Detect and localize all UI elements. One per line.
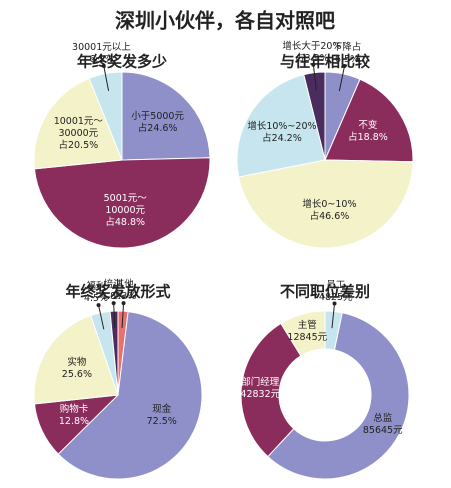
value-label: 占18.8% [348,132,388,144]
slice-label: 增长大于20% 占3.9% [282,41,341,65]
category-label: 主管 [297,320,317,332]
slice [280,310,326,357]
slice [267,312,410,480]
slice-label: 增长10%~20% 占24.2% [247,121,316,145]
slice-label: 现金 72.5% [147,404,177,428]
chart-title: 与往年相比较 [280,53,370,71]
value-label: 72.5% [146,416,177,428]
value-label: 占24.2% [262,132,302,144]
slice [121,71,211,161]
slice [238,159,414,249]
category-label: 其他 [114,279,134,291]
value-label: 12.8% [58,415,90,427]
chart-title: 年终奖发多少 [77,53,167,71]
leader-line [338,65,346,92]
category-label: 10001元～30000元 [53,115,103,139]
chart-title: 年终奖发放形式 [65,283,170,301]
value-label: 占3.9% [295,52,329,64]
leader-dot [342,64,347,69]
value-label: 占24.6% [137,123,178,135]
category-label: 部门经理 [241,376,280,388]
category-label: 增长0~10% [302,198,357,210]
leader-line [103,65,110,91]
slice [236,74,326,178]
page-title: 深圳小伙伴，各自对照吧 [115,9,335,33]
value-label: 85645元 [362,424,403,436]
slice [57,311,203,480]
value-label: 占48.8% [105,216,146,228]
leader-dot [121,301,126,306]
leader-line [113,303,116,328]
value-label: 6.1% [89,53,114,65]
category-label: 增长大于20% [282,40,342,52]
category-label: 现金 [152,404,172,416]
slice-label: 主管 12845元 [287,320,327,344]
slice-label: 总监 85645元 [363,413,403,437]
slice [33,157,211,249]
slice-label: 下降占 6.5% [333,42,362,66]
slice-label: 小于5000元 占24.6% [131,111,184,135]
category-label: 福利 [86,281,106,293]
leader-dot [101,63,106,68]
chart-title: 不同职位差别 [280,283,370,301]
leader-line [312,64,317,91]
value-label: 4825元 [318,291,353,303]
category-label: 不变 [358,120,378,132]
slice-label: 5001元～10000元 占48.8% [89,193,161,229]
slice [33,314,119,405]
slice-label: 30001元以上 6.1% [72,42,131,66]
value-label: 占20.5% [58,139,99,151]
leader-dot [96,303,101,308]
slice-label: 培训 1.8% [101,279,125,303]
slice-label: 增长0~10% 占46.6% [302,199,356,223]
leader-line [121,303,125,328]
category-label: 增长10%~20% [247,120,317,132]
slice-label: 其他 2.3% [112,279,136,303]
slice-label: 实物 25.6% [62,357,92,381]
slice-label: 员工 4825元 [319,280,353,304]
leader-dot [332,301,337,306]
leader-line [331,303,336,329]
category-label: 小于5000元 [131,111,184,123]
category-label: 实物 [67,356,87,368]
slice [33,77,123,170]
value-label: 12845元 [287,332,328,344]
value-label: 42832元 [240,388,281,400]
value-label: 25.6% [61,368,92,380]
slice-label: 福利 4.5% [84,281,108,305]
value-label: 6.5% [334,54,360,66]
leader-line [98,304,105,330]
category-label: 培训 [103,279,123,291]
value-label: 4.5% [83,293,109,305]
category-label: 5001元～10000元 [103,192,147,216]
slice [324,78,414,163]
slice [240,322,302,458]
category-label: 30001元以上 [72,41,131,53]
value-label: 占46.6% [309,210,350,222]
slice-label: 不变 占18.8% [348,120,388,144]
slice-label: 部门经理 42832元 [240,377,280,401]
category-label: 总监 [373,412,393,424]
slice-label: 购物卡 12.8% [59,404,89,428]
value-label: 1.8% [101,291,126,303]
leader-dot [111,301,116,306]
slice-label: 10001元～30000元 占20.5% [42,116,114,152]
category-label: 购物卡 [59,403,89,415]
category-label: 员工 [326,279,346,291]
category-label: 下降占 [332,42,362,54]
leader-dot [311,62,316,67]
value-label: 2.3% [112,291,137,303]
